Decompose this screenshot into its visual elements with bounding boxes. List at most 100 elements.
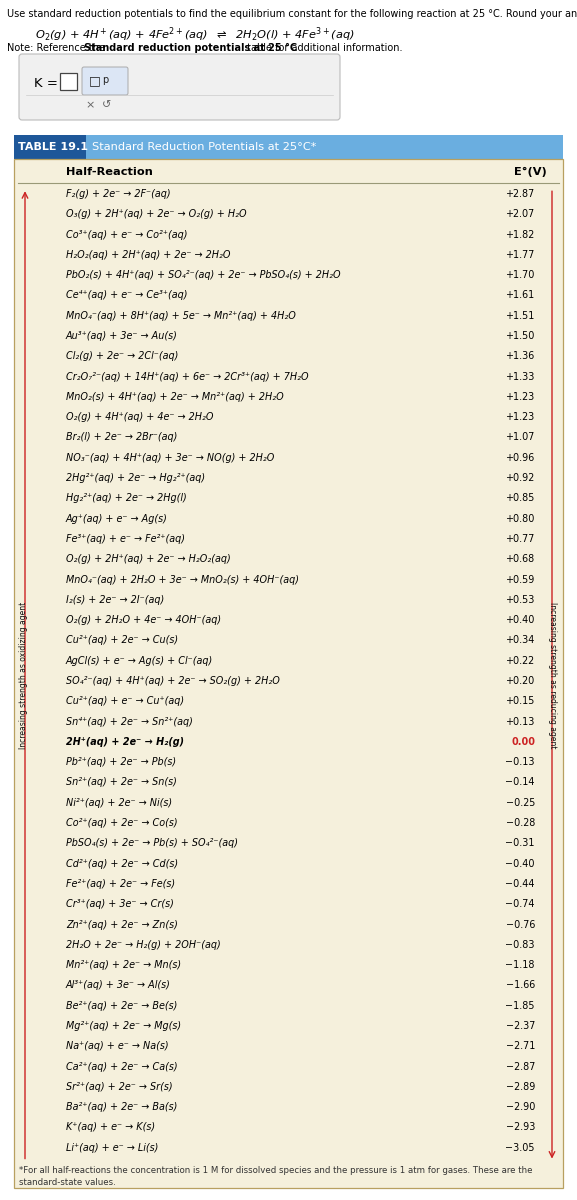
Text: O$_2$(g) + 4H$^+$(aq) + 4Fe$^{2+}$(aq)  $\rightleftharpoons$  2H$_2$O(l) + 4Fe$^: O$_2$(g) + 4H$^+$(aq) + 4Fe$^{2+}$(aq) $…: [35, 25, 354, 43]
Text: Half-Reaction: Half-Reaction: [66, 167, 153, 176]
Text: +1.23: +1.23: [506, 413, 535, 422]
Text: ×: ×: [85, 100, 95, 110]
Text: MnO₂(s) + 4H⁺(aq) + 2e⁻ → Mn²⁺(aq) + 2H₂O: MnO₂(s) + 4H⁺(aq) + 2e⁻ → Mn²⁺(aq) + 2H₂…: [66, 392, 284, 402]
Text: Standard reduction potentials at 25 °C: Standard reduction potentials at 25 °C: [84, 43, 297, 53]
Text: Ni²⁺(aq) + 2e⁻ → Ni(s): Ni²⁺(aq) + 2e⁻ → Ni(s): [66, 798, 172, 808]
Text: +0.92: +0.92: [506, 473, 535, 484]
Text: +1.23: +1.23: [506, 392, 535, 402]
Text: Mg²⁺(aq) + 2e⁻ → Mg(s): Mg²⁺(aq) + 2e⁻ → Mg(s): [66, 1021, 181, 1031]
Text: −0.13: −0.13: [505, 757, 535, 767]
Text: Sn²⁺(aq) + 2e⁻ → Sn(s): Sn²⁺(aq) + 2e⁻ → Sn(s): [66, 778, 177, 787]
Text: 2Hg²⁺(aq) + 2e⁻ → Hg₂²⁺(aq): 2Hg²⁺(aq) + 2e⁻ → Hg₂²⁺(aq): [66, 473, 205, 484]
Text: Ba²⁺(aq) + 2e⁻ → Ba(s): Ba²⁺(aq) + 2e⁻ → Ba(s): [66, 1102, 177, 1112]
Text: p: p: [102, 74, 108, 85]
Text: Au³⁺(aq) + 3e⁻ → Au(s): Au³⁺(aq) + 3e⁻ → Au(s): [66, 331, 178, 341]
Text: Cl₂(g) + 2e⁻ → 2Cl⁻(aq): Cl₂(g) + 2e⁻ → 2Cl⁻(aq): [66, 352, 178, 361]
Text: Be²⁺(aq) + 2e⁻ → Be(s): Be²⁺(aq) + 2e⁻ → Be(s): [66, 1001, 177, 1010]
Text: 2H₂O + 2e⁻ → H₂(g) + 2OH⁻(aq): 2H₂O + 2e⁻ → H₂(g) + 2OH⁻(aq): [66, 940, 221, 949]
Text: Use standard reduction potentials to find the equilibrium constant for the follo: Use standard reduction potentials to fin…: [7, 8, 577, 19]
Text: +0.68: +0.68: [506, 554, 535, 564]
Text: +2.07: +2.07: [506, 209, 535, 220]
Text: +0.20: +0.20: [506, 676, 535, 686]
Text: Cd²⁺(aq) + 2e⁻ → Cd(s): Cd²⁺(aq) + 2e⁻ → Cd(s): [66, 859, 178, 869]
Text: +1.07: +1.07: [505, 432, 535, 443]
Text: MnO₄⁻(aq) + 2H₂O + 3e⁻ → MnO₂(s) + 4OH⁻(aq): MnO₄⁻(aq) + 2H₂O + 3e⁻ → MnO₂(s) + 4OH⁻(…: [66, 575, 299, 584]
Text: +1.61: +1.61: [506, 290, 535, 300]
Text: +0.77: +0.77: [505, 534, 535, 544]
Text: 0.00: 0.00: [511, 737, 535, 746]
FancyBboxPatch shape: [82, 67, 128, 95]
Text: +0.53: +0.53: [505, 595, 535, 605]
Text: Co²⁺(aq) + 2e⁻ → Co(s): Co²⁺(aq) + 2e⁻ → Co(s): [66, 818, 178, 828]
Text: −0.83: −0.83: [505, 940, 535, 949]
Text: Na⁺(aq) + e⁻ → Na(s): Na⁺(aq) + e⁻ → Na(s): [66, 1042, 168, 1051]
Text: +0.22: +0.22: [506, 655, 535, 666]
Text: −0.25: −0.25: [505, 798, 535, 808]
Text: I₂(s) + 2e⁻ → 2I⁻(aq): I₂(s) + 2e⁻ → 2I⁻(aq): [66, 595, 164, 605]
Text: Al³⁺(aq) + 3e⁻ → Al(s): Al³⁺(aq) + 3e⁻ → Al(s): [66, 980, 171, 990]
Text: −2.71: −2.71: [505, 1042, 535, 1051]
Text: Li⁺(aq) + e⁻ → Li(s): Li⁺(aq) + e⁻ → Li(s): [66, 1142, 158, 1153]
Text: Ce⁴⁺(aq) + e⁻ → Ce³⁺(aq): Ce⁴⁺(aq) + e⁻ → Ce³⁺(aq): [66, 290, 188, 300]
Text: PbSO₄(s) + 2e⁻ → Pb(s) + SO₄²⁻(aq): PbSO₄(s) + 2e⁻ → Pb(s) + SO₄²⁻(aq): [66, 839, 238, 848]
Text: AgCl(s) + e⁻ → Ag(s) + Cl⁻(aq): AgCl(s) + e⁻ → Ag(s) + Cl⁻(aq): [66, 655, 213, 666]
Text: H₂O₂(aq) + 2H⁺(aq) + 2e⁻ → 2H₂O: H₂O₂(aq) + 2H⁺(aq) + 2e⁻ → 2H₂O: [66, 250, 230, 260]
Text: −2.37: −2.37: [505, 1021, 535, 1031]
Text: O₃(g) + 2H⁺(aq) + 2e⁻ → O₂(g) + H₂O: O₃(g) + 2H⁺(aq) + 2e⁻ → O₂(g) + H₂O: [66, 209, 246, 220]
Text: +1.51: +1.51: [505, 311, 535, 320]
Text: O₂(g) + 4H⁺(aq) + 4e⁻ → 2H₂O: O₂(g) + 4H⁺(aq) + 4e⁻ → 2H₂O: [66, 413, 213, 422]
Text: Cu²⁺(aq) + 2e⁻ → Cu(s): Cu²⁺(aq) + 2e⁻ → Cu(s): [66, 636, 178, 646]
Text: PbO₂(s) + 4H⁺(aq) + SO₄²⁻(aq) + 2e⁻ → PbSO₄(s) + 2H₂O: PbO₂(s) + 4H⁺(aq) + SO₄²⁻(aq) + 2e⁻ → Pb…: [66, 270, 340, 280]
Text: Sn⁴⁺(aq) + 2e⁻ → Sn²⁺(aq): Sn⁴⁺(aq) + 2e⁻ → Sn²⁺(aq): [66, 716, 193, 726]
Bar: [14, 134, 563, 158]
Text: TABLE 19.1: TABLE 19.1: [18, 142, 88, 152]
Bar: [14, 158, 563, 1188]
Text: table for additional information.: table for additional information.: [244, 43, 403, 53]
Text: Increasing strength as oxidizing agent: Increasing strength as oxidizing agent: [20, 601, 28, 749]
Text: Zn²⁺(aq) + 2e⁻ → Zn(s): Zn²⁺(aq) + 2e⁻ → Zn(s): [66, 919, 178, 930]
FancyBboxPatch shape: [19, 54, 340, 120]
Text: −2.93: −2.93: [505, 1122, 535, 1133]
Text: *For all half-reactions the concentration is 1 M for dissolved species and the p: *For all half-reactions the concentratio…: [19, 1166, 533, 1187]
Text: Ag⁺(aq) + e⁻ → Ag(s): Ag⁺(aq) + e⁻ → Ag(s): [66, 514, 168, 523]
Bar: [60, 73, 77, 90]
Text: Cu²⁺(aq) + e⁻ → Cu⁺(aq): Cu²⁺(aq) + e⁻ → Cu⁺(aq): [66, 696, 184, 707]
Text: Hg₂²⁺(aq) + 2e⁻ → 2Hg(l): Hg₂²⁺(aq) + 2e⁻ → 2Hg(l): [66, 493, 187, 503]
Text: Pb²⁺(aq) + 2e⁻ → Pb(s): Pb²⁺(aq) + 2e⁻ → Pb(s): [66, 757, 176, 767]
Text: Mn²⁺(aq) + 2e⁻ → Mn(s): Mn²⁺(aq) + 2e⁻ → Mn(s): [66, 960, 181, 970]
Text: −0.76: −0.76: [505, 919, 535, 930]
Text: K =: K =: [34, 77, 58, 90]
Text: 2H⁺(aq) + 2e⁻ → H₂(g): 2H⁺(aq) + 2e⁻ → H₂(g): [66, 737, 184, 746]
Bar: [14, 134, 86, 158]
Text: Sr²⁺(aq) + 2e⁻ → Sr(s): Sr²⁺(aq) + 2e⁻ → Sr(s): [66, 1082, 173, 1092]
Text: K⁺(aq) + e⁻ → K(s): K⁺(aq) + e⁻ → K(s): [66, 1122, 155, 1133]
Text: +1.70: +1.70: [505, 270, 535, 280]
Text: −0.40: −0.40: [505, 859, 535, 869]
Text: F₂(g) + 2e⁻ → 2F⁻(aq): F₂(g) + 2e⁻ → 2F⁻(aq): [66, 188, 171, 199]
Text: +0.96: +0.96: [506, 452, 535, 463]
Text: Increasing strength as reducing agent: Increasing strength as reducing agent: [549, 601, 557, 748]
Text: +0.59: +0.59: [505, 575, 535, 584]
Text: Co³⁺(aq) + e⁻ → Co²⁺(aq): Co³⁺(aq) + e⁻ → Co²⁺(aq): [66, 229, 188, 240]
Text: +0.85: +0.85: [505, 493, 535, 503]
Text: −2.87: −2.87: [505, 1062, 535, 1072]
Text: −3.05: −3.05: [505, 1142, 535, 1153]
Text: ↺: ↺: [102, 100, 111, 110]
Text: Cr³⁺(aq) + 3e⁻ → Cr(s): Cr³⁺(aq) + 3e⁻ → Cr(s): [66, 899, 174, 910]
Text: □: □: [89, 74, 101, 88]
Text: +0.15: +0.15: [505, 696, 535, 707]
Text: −0.28: −0.28: [505, 818, 535, 828]
Text: MnO₄⁻(aq) + 8H⁺(aq) + 5e⁻ → Mn²⁺(aq) + 4H₂O: MnO₄⁻(aq) + 8H⁺(aq) + 5e⁻ → Mn²⁺(aq) + 4…: [66, 311, 296, 320]
Text: −0.44: −0.44: [505, 878, 535, 889]
Text: +0.13: +0.13: [505, 716, 535, 726]
Text: −2.89: −2.89: [505, 1082, 535, 1092]
Text: Fe²⁺(aq) + 2e⁻ → Fe(s): Fe²⁺(aq) + 2e⁻ → Fe(s): [66, 878, 175, 889]
Text: O₂(g) + 2H₂O + 4e⁻ → 4OH⁻(aq): O₂(g) + 2H₂O + 4e⁻ → 4OH⁻(aq): [66, 616, 221, 625]
Text: +2.87: +2.87: [506, 188, 535, 199]
Text: +1.50: +1.50: [505, 331, 535, 341]
Text: −2.90: −2.90: [505, 1102, 535, 1112]
Text: Fe³⁺(aq) + e⁻ → Fe²⁺(aq): Fe³⁺(aq) + e⁻ → Fe²⁺(aq): [66, 534, 185, 544]
Text: +0.80: +0.80: [505, 514, 535, 523]
Text: Standard Reduction Potentials at 25°C*: Standard Reduction Potentials at 25°C*: [92, 142, 316, 152]
Text: Cr₂O₇²⁻(aq) + 14H⁺(aq) + 6e⁻ → 2Cr³⁺(aq) + 7H₂O: Cr₂O₇²⁻(aq) + 14H⁺(aq) + 6e⁻ → 2Cr³⁺(aq)…: [66, 372, 309, 382]
